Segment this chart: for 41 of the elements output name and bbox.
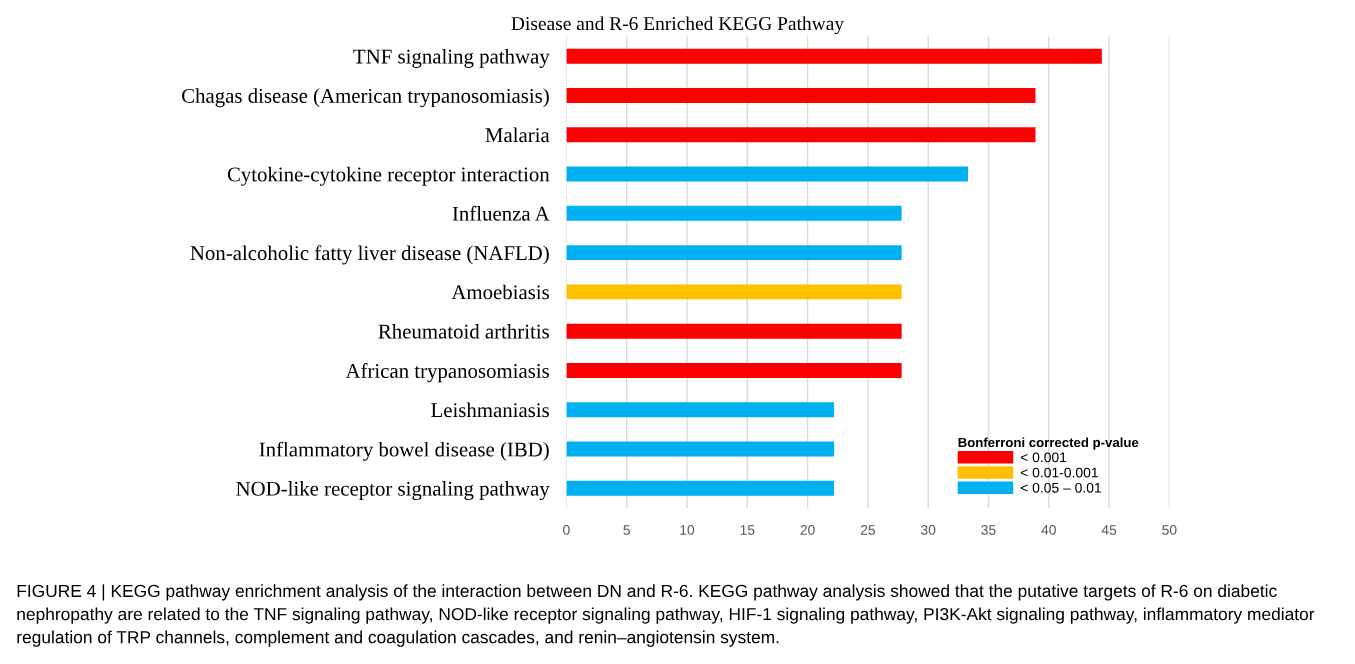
x-tick-label: 5 [623, 525, 630, 535]
bar [566, 362, 902, 378]
y-tick-label: Malaria [485, 127, 550, 143]
bar [566, 127, 1036, 143]
legend-label: < 0.05 – 0.01 [1020, 482, 1101, 493]
y-tick-label: Inflammatory bowel disease (IBD) [259, 441, 549, 461]
x-tick-label: 20 [800, 524, 815, 535]
bar [566, 284, 902, 300]
legend-label: < 0.001 [1020, 452, 1067, 463]
bar [566, 441, 835, 457]
x-tick-label: 50 [1162, 524, 1177, 535]
bar [566, 245, 902, 261]
bar [566, 48, 1102, 64]
x-tick-label: 35 [981, 524, 996, 535]
y-tick-label: African trypanosomiasis [345, 363, 549, 383]
bar [566, 87, 1036, 103]
y-tick-label: NOD-like receptor signaling pathway [236, 481, 550, 501]
x-tick-label: 30 [920, 524, 936, 535]
legend-title: Bonferroni corrected p-value [958, 437, 1139, 450]
y-tick-label: Chagas disease (American trypanosomiasis) [182, 88, 549, 108]
bar [566, 480, 835, 496]
bar [566, 205, 902, 221]
x-tick-label: 40 [1041, 524, 1056, 535]
y-tick-label: Non-alcoholic fatty liver disease (NAFLD) [190, 245, 549, 265]
x-tick-label: 0 [563, 524, 570, 535]
y-tick-label: Rheumatoid arthritis [378, 323, 549, 339]
y-tick-label: Amoebiasis [451, 284, 549, 300]
x-tick-label: 15 [740, 525, 755, 535]
bar [566, 402, 835, 418]
y-tick-label: Influenza A [452, 205, 550, 221]
bar [566, 323, 902, 339]
caption: FIGURE 4 | KEGG pathway enrichment analysis of the interaction between DN and R-6. KEGG pathway analysis showed that the putative targets of R-6 on diabetic nephropathy are related to the TNF signaling pathway, NOD-like receptor signaling pathway, HIF-1 signaling pathway, PI3K-Akt signaling pathway, inflammatory mediator regulation of TRP channels, complement and coagulation cascades, and renin–angiotensin system. [17, 584, 1315, 647]
x-tick-label: 10 [680, 524, 695, 535]
legend-label: < 0.01-0.001 [1020, 467, 1098, 478]
y-tick-label: Leishmaniasis [431, 402, 549, 418]
y-tick-label: TNF signaling pathway [353, 48, 550, 68]
x-tick-label: 25 [860, 524, 876, 535]
chart-title: Disease and R-6 Enriched KEGG Pathway [511, 16, 844, 35]
x-tick-label: 45 [1101, 525, 1117, 535]
bar [566, 166, 968, 182]
y-tick-label: Cytokine-cytokine receptor interaction [227, 166, 550, 186]
